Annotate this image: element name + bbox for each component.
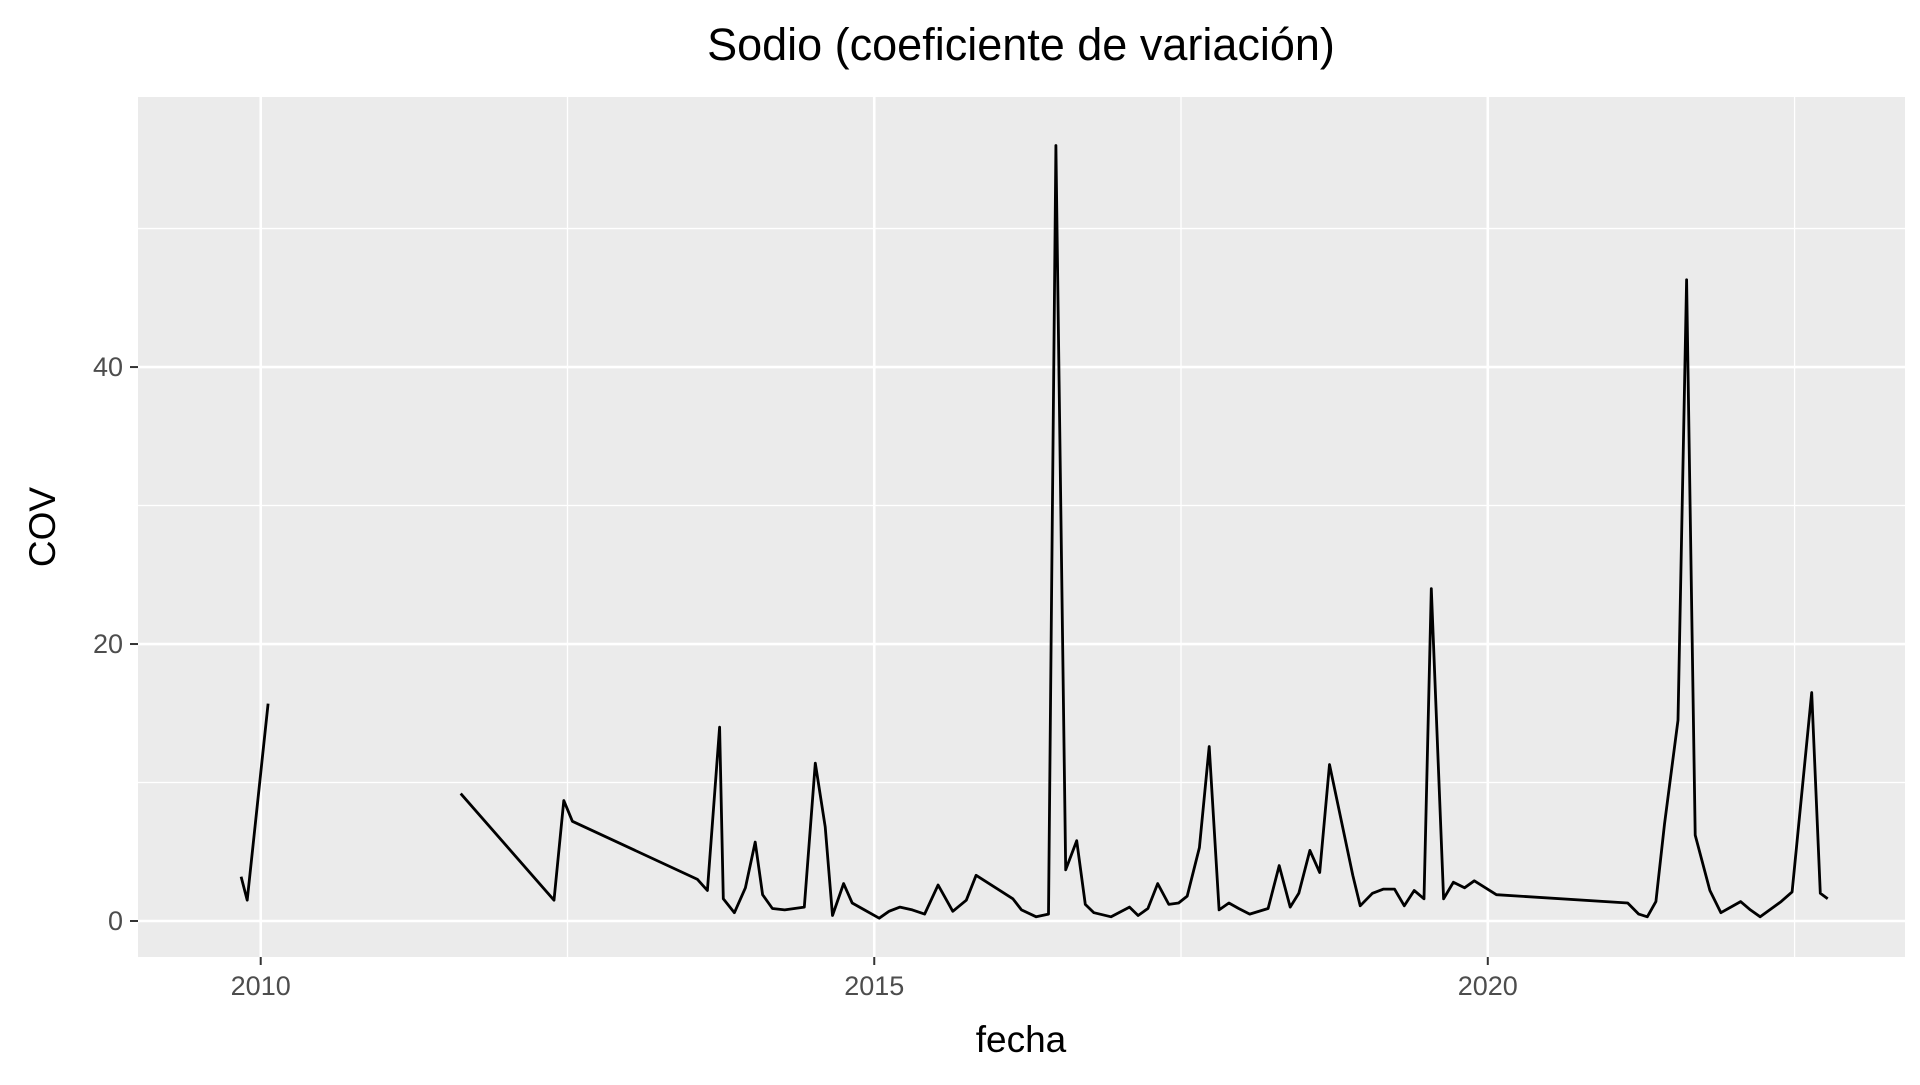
y-tick-label: 20 bbox=[93, 629, 123, 659]
chart-title: Sodio (coeficiente de variación) bbox=[707, 19, 1335, 70]
series-line bbox=[239, 703, 270, 902]
x-axis-title: fecha bbox=[976, 1019, 1067, 1060]
series-line bbox=[459, 144, 1829, 920]
x-tick-label: 2010 bbox=[231, 971, 291, 1001]
major-gridlines bbox=[138, 97, 1905, 957]
minor-gridlines bbox=[138, 97, 1905, 957]
y-axis-ticks: 0 20 40 bbox=[93, 352, 138, 936]
y-axis-title: COV bbox=[22, 487, 63, 568]
panel-background bbox=[138, 97, 1905, 957]
y-tick-label: 0 bbox=[108, 906, 123, 936]
series-layer bbox=[239, 144, 1829, 920]
x-tick-label: 2015 bbox=[844, 971, 904, 1001]
x-axis-ticks: 2010 2015 2020 bbox=[231, 957, 1518, 1001]
y-tick-label: 40 bbox=[93, 352, 123, 382]
x-tick-label: 2020 bbox=[1458, 971, 1518, 1001]
